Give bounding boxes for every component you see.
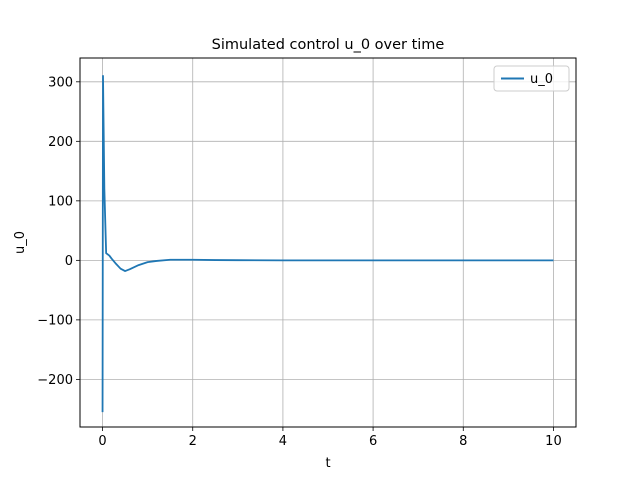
x-axis-label: t xyxy=(325,456,330,471)
y-tick-label: −200 xyxy=(37,373,73,388)
axes-frame xyxy=(79,57,577,428)
x-tick-label: 10 xyxy=(545,434,562,449)
y-axis-label: u_0 xyxy=(13,231,28,254)
x-tick-label: 6 xyxy=(369,434,377,449)
x-tick-label: 4 xyxy=(279,434,287,449)
y-tick-label: 300 xyxy=(48,75,73,90)
x-tick-label: 0 xyxy=(98,434,106,449)
series-line-u0 xyxy=(101,74,554,413)
legend: u_0 xyxy=(493,65,570,92)
series-layer xyxy=(101,74,554,413)
y-tick-label: 100 xyxy=(48,194,73,209)
y-tick-label: 200 xyxy=(48,135,73,150)
legend-label-u0: u_0 xyxy=(530,72,553,87)
chart-title: Simulated control u_0 over time xyxy=(212,37,445,53)
x-tick-label: 2 xyxy=(189,434,197,449)
x-tick-label: 8 xyxy=(459,434,467,449)
x-axis-ticks: 0 2 4 6 8 10 xyxy=(98,427,562,449)
y-tick-label: −100 xyxy=(37,313,73,328)
legend-box xyxy=(493,65,570,92)
y-tick-label: 0 xyxy=(65,254,73,269)
y-axis-ticks: −200 −100 0 100 200 300 xyxy=(37,75,80,388)
